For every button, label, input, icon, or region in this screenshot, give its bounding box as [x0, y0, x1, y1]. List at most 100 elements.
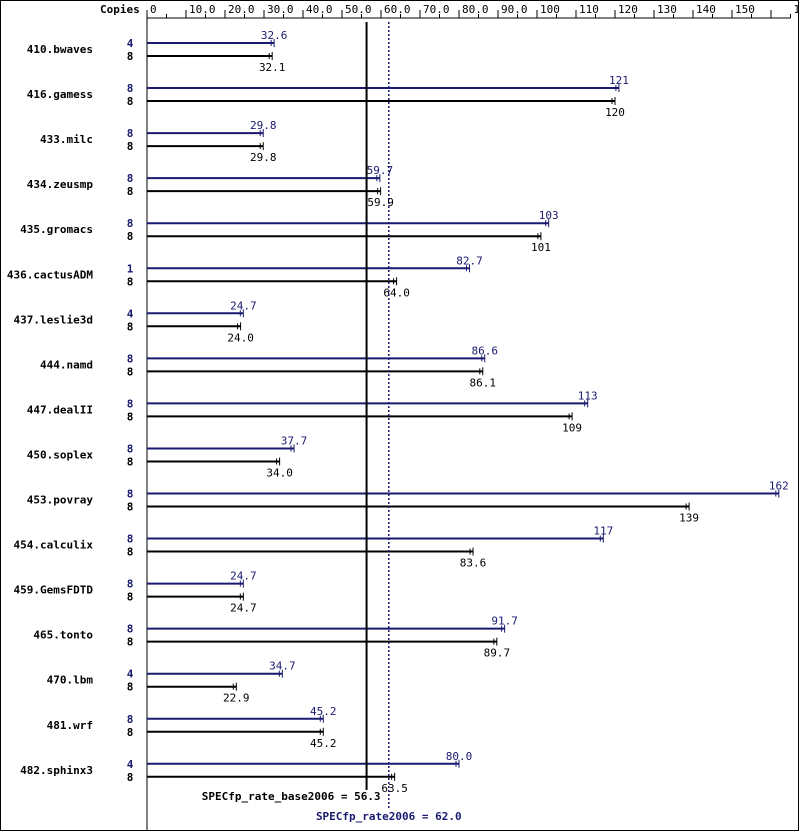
base-value-label: 89.7	[484, 647, 511, 660]
benchmark-row: 482.sphinx3 4 80.0 8 63.5	[20, 750, 472, 795]
x-tick-label: 110	[579, 3, 599, 16]
peak-copies: 8	[127, 172, 134, 185]
x-tick-label: 10.0	[189, 3, 216, 16]
base-copies: 8	[127, 50, 134, 63]
peak-copies: 1	[127, 262, 134, 275]
peak-copies: 8	[127, 217, 134, 230]
base-copies: 8	[127, 365, 134, 378]
base-copies: 8	[127, 501, 134, 514]
peak-value-label: 32.6	[261, 29, 288, 42]
base-copies: 8	[127, 636, 134, 649]
benchmark-row: 453.povray 8 162 8 139	[27, 480, 789, 525]
peak-copies: 8	[127, 352, 134, 365]
benchmark-label: 470.lbm	[47, 674, 94, 687]
benchmark-row: 447.dealII 8 113 8 109	[27, 389, 598, 434]
benchmark-row: 437.leslie3d 4 24.7 8 24.0	[14, 299, 257, 344]
base-copies: 8	[127, 230, 134, 243]
peak-copies: 4	[127, 758, 134, 771]
benchmark-label: 465.tonto	[33, 629, 93, 642]
base-copies: 8	[127, 95, 134, 108]
peak-copies: 4	[127, 307, 134, 320]
benchmark-label: 444.namd	[40, 358, 93, 371]
base-value-label: 109	[562, 421, 582, 434]
x-tick-label: 40.0	[306, 3, 333, 16]
peak-value-label: 117	[593, 525, 613, 538]
benchmark-label: 450.soplex	[27, 448, 94, 461]
base-value-label: 63.5	[381, 782, 408, 795]
peak-copies: 8	[127, 82, 134, 95]
x-tick-label: 100	[540, 3, 560, 16]
base-value-label: 59.9	[367, 196, 394, 209]
benchmark-row: 416.gamess 8 121 8 120	[27, 74, 629, 119]
base-copies: 8	[127, 320, 134, 333]
base-copies: 8	[127, 140, 134, 153]
peak-copies: 8	[127, 127, 134, 140]
benchmark-label: 453.povray	[27, 494, 94, 507]
peak-value-label: 82.7	[456, 254, 483, 267]
x-tick-label: 80.0	[462, 3, 489, 16]
peak-value-label: 86.6	[471, 344, 498, 357]
benchmark-label: 433.milc	[40, 133, 93, 146]
peak-value-label: 113	[578, 389, 598, 402]
base-copies: 8	[127, 455, 134, 468]
base-value-label: 32.1	[259, 61, 286, 74]
peak-copies: 8	[127, 533, 134, 546]
benchmark-row: 444.namd 8 86.6 8 86.1	[40, 344, 498, 389]
base-value-label: 139	[679, 512, 699, 525]
benchmark-label: 436.cactusADM	[7, 268, 93, 281]
x-tick-label: 140	[696, 3, 716, 16]
benchmark-label: 435.gromacs	[20, 223, 93, 236]
x-tick-label: 20.0	[228, 3, 255, 16]
peak-value-label: 29.8	[250, 119, 277, 132]
x-tick-label: 50.0	[345, 3, 372, 16]
peak-copies: 8	[127, 578, 134, 591]
benchmark-row: 436.cactusADM 1 82.7 8 64.0	[7, 254, 483, 299]
base-value-label: 24.0	[227, 331, 254, 344]
benchmark-row: 481.wrf 8 45.2 8 45.2	[47, 705, 337, 750]
benchmark-row: 454.calculix 8 117 8 83.6	[14, 525, 614, 570]
benchmark-row: 459.GemsFDTD 8 24.7 8 24.7	[14, 570, 257, 615]
copies-header: Copies	[100, 3, 140, 16]
benchmark-row: 470.lbm 4 34.7 8 22.9	[47, 660, 296, 705]
reference-lines: SPECfp_rate_base2006 = 56.3 SPECfp_rate20…	[202, 22, 462, 823]
x-tick-label: 60.0	[384, 3, 411, 16]
peak-value-label: 34.7	[269, 660, 296, 673]
x-tick-label: 0	[150, 3, 157, 16]
benchmark-label: 454.calculix	[14, 539, 94, 552]
peak-value-label: 80.0	[446, 750, 473, 763]
base-copies: 8	[127, 275, 134, 288]
x-tick-label: 150	[735, 3, 755, 16]
benchmark-label: 437.leslie3d	[14, 313, 93, 326]
base-value-label: 64.0	[383, 286, 410, 299]
benchmark-row: 434.zeusmp 8 59.7 8 59.9	[27, 164, 394, 209]
x-tick-label: 30.0	[267, 3, 294, 16]
benchmark-row: 410.bwaves 4 32.6 8 32.1	[27, 29, 288, 74]
benchmark-row: 433.milc 8 29.8 8 29.8	[40, 119, 276, 164]
peak-value-label: 37.7	[281, 434, 308, 447]
benchmark-row: 435.gromacs 8 103 8 101	[20, 209, 558, 254]
benchmark-row: 450.soplex 8 37.7 8 34.0	[27, 434, 308, 479]
peak-copies: 4	[127, 668, 134, 681]
peak-value-label: 59.7	[367, 164, 394, 177]
peak-score-label: SPECfp_rate2006 = 62.0	[316, 810, 462, 823]
base-copies: 8	[127, 681, 134, 694]
peak-value-label: 121	[609, 74, 629, 87]
base-value-label: 24.7	[230, 602, 257, 615]
peak-copies: 4	[127, 37, 134, 50]
base-value-label: 101	[531, 241, 551, 254]
x-tick-label: 120	[618, 3, 638, 16]
peak-value-label: 162	[769, 480, 789, 493]
peak-value-label: 45.2	[310, 705, 337, 718]
benchmark-label: 410.bwaves	[27, 43, 93, 56]
base-copies: 8	[127, 410, 134, 423]
base-copies: 8	[127, 726, 134, 739]
peak-copies: 8	[127, 488, 134, 501]
base-copies: 8	[127, 546, 134, 559]
x-tick-label: 130	[657, 3, 677, 16]
base-copies: 8	[127, 771, 134, 784]
benchmark-label: 481.wrf	[47, 719, 93, 732]
base-value-label: 86.1	[470, 376, 497, 389]
base-value-label: 34.0	[266, 466, 293, 479]
